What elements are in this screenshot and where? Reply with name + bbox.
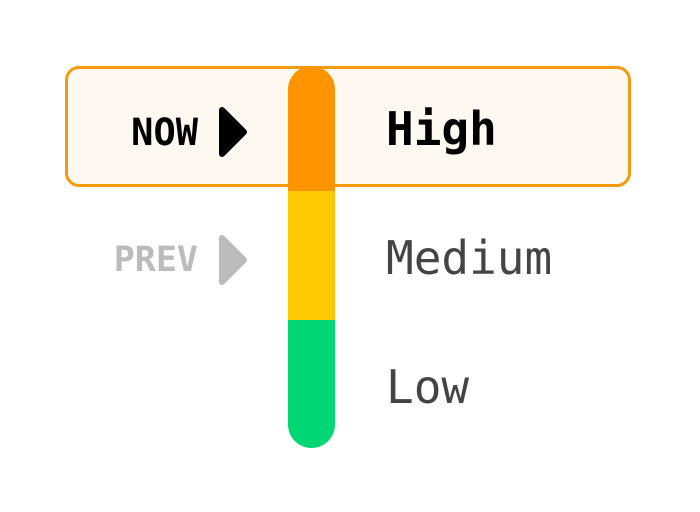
meter-segment-low: [288, 320, 335, 448]
triangle-right-icon: [219, 107, 247, 157]
triangle-right-icon: [219, 235, 247, 285]
level-meter: [288, 66, 335, 448]
now-marker-label: NOW: [131, 110, 198, 154]
meter-segment-high: [288, 66, 335, 191]
level-label-high: High: [386, 102, 497, 156]
level-label-low: Low: [386, 360, 470, 414]
prev-marker-label: PREV: [113, 239, 198, 280]
current-level-highlight: [65, 66, 631, 187]
now-marker: NOW: [131, 106, 248, 158]
level-label-medium: Medium: [386, 231, 553, 285]
prev-marker: PREV: [114, 234, 248, 286]
meter-segment-medium: [288, 191, 335, 320]
